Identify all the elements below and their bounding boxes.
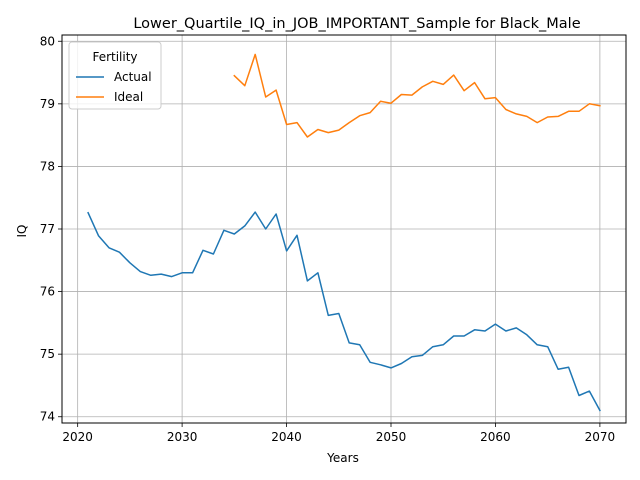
legend-label-actual: Actual [114, 70, 152, 84]
series-lines [87, 53, 601, 412]
x-tick-label: 2020 [62, 430, 93, 444]
x-tick-label: 2050 [376, 430, 407, 444]
legend-label-ideal: Ideal [114, 90, 143, 104]
y-tick-label: 75 [40, 347, 55, 361]
legend-title: Fertility [92, 50, 137, 64]
grid [62, 35, 626, 423]
x-tick-label: 2040 [271, 430, 302, 444]
y-tick-label: 77 [40, 222, 55, 236]
x-axis-label: Years [326, 451, 359, 465]
y-tick-label: 76 [40, 285, 55, 299]
y-tick-label: 80 [40, 34, 55, 48]
y-axis-label: IQ [15, 225, 29, 238]
x-tick-label: 2070 [585, 430, 616, 444]
x-axis-ticks: 2020 2030 2040 2050 2060 2070 [62, 423, 615, 444]
series-line-actual [87, 211, 601, 412]
y-tick-label: 74 [40, 410, 55, 424]
legend: Fertility Actual Ideal [68, 41, 162, 110]
y-tick-label: 79 [40, 97, 55, 111]
y-tick-label: 78 [40, 159, 55, 173]
x-tick-label: 2060 [480, 430, 511, 444]
chart-title: Lower_Quartile_IQ_in_JOB_IMPORTANT_Sampl… [133, 16, 580, 32]
y-axis-ticks: 74 75 76 77 78 79 80 [40, 34, 62, 424]
legend-box [68, 41, 162, 110]
series-line-ideal [233, 53, 601, 138]
x-tick-label: 2030 [167, 430, 198, 444]
